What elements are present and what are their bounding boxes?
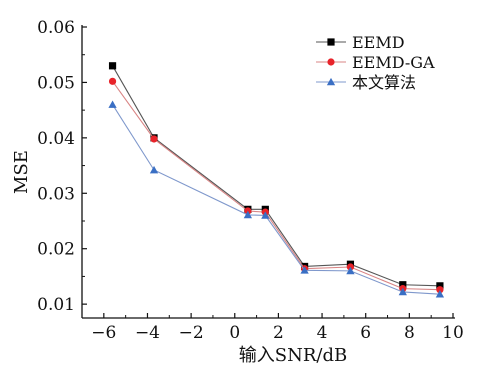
x-tick-label: 8 (404, 323, 415, 343)
y-tick-label: 0.06 (37, 18, 75, 38)
series-line (112, 65, 440, 287)
data-point (436, 282, 444, 290)
legend-label: 本文算法 (352, 73, 416, 92)
x-tick-label: 10 (442, 323, 464, 343)
data-point (108, 100, 117, 108)
x-tick-label: −4 (135, 323, 160, 343)
legend-item-2: EEMD-GA (316, 53, 435, 72)
legend-marker (326, 77, 336, 86)
data-point (435, 290, 445, 298)
x-tick-label: −6 (91, 323, 116, 343)
data-point (300, 266, 309, 274)
legend-item-3: 本文算法 (316, 73, 416, 92)
series-layer (108, 62, 445, 298)
legend-label: EEMD (352, 33, 405, 52)
series-1 (108, 62, 444, 290)
data-point (399, 281, 407, 289)
legend-marker (327, 38, 335, 46)
y-tick-label: 0.02 (37, 240, 75, 260)
y-tick-label: 0.05 (37, 73, 75, 93)
x-axis-title: 输入SNR/dB (239, 345, 347, 366)
x-tick-label: 2 (273, 323, 284, 343)
series-line (112, 104, 440, 295)
legend-marker (327, 58, 335, 66)
data-point (108, 77, 117, 85)
data-point (436, 286, 444, 294)
x-tick-label: −2 (179, 323, 204, 343)
x-tick-label: 4 (317, 323, 328, 343)
legend-label: EEMD-GA (352, 53, 435, 72)
x-axis-ticks: −6 −4 −2 0 2 4 6 8 10 (81, 313, 464, 343)
y-tick-label: 0.03 (37, 184, 75, 204)
legend-item-1: EEMD (316, 33, 405, 52)
x-tick-label: 6 (360, 323, 371, 343)
data-point (150, 135, 158, 143)
data-point (346, 266, 355, 275)
y-axis-ticks: 0.01 0.02 0.03 0.04 0.05 0.06 (37, 18, 87, 315)
x-tick-label: 0 (229, 323, 240, 343)
data-point (261, 211, 270, 219)
series-line (112, 80, 440, 291)
series-3 (108, 100, 445, 298)
data-point (108, 62, 117, 70)
data-point (243, 210, 252, 219)
y-tick-label: 0.04 (37, 129, 75, 149)
data-point (149, 165, 159, 174)
series-2 (108, 77, 444, 294)
y-tick-label: 0.01 (37, 295, 75, 315)
y-axis-title: MSE (11, 150, 32, 194)
data-point (398, 287, 407, 296)
axes (81, 25, 455, 319)
